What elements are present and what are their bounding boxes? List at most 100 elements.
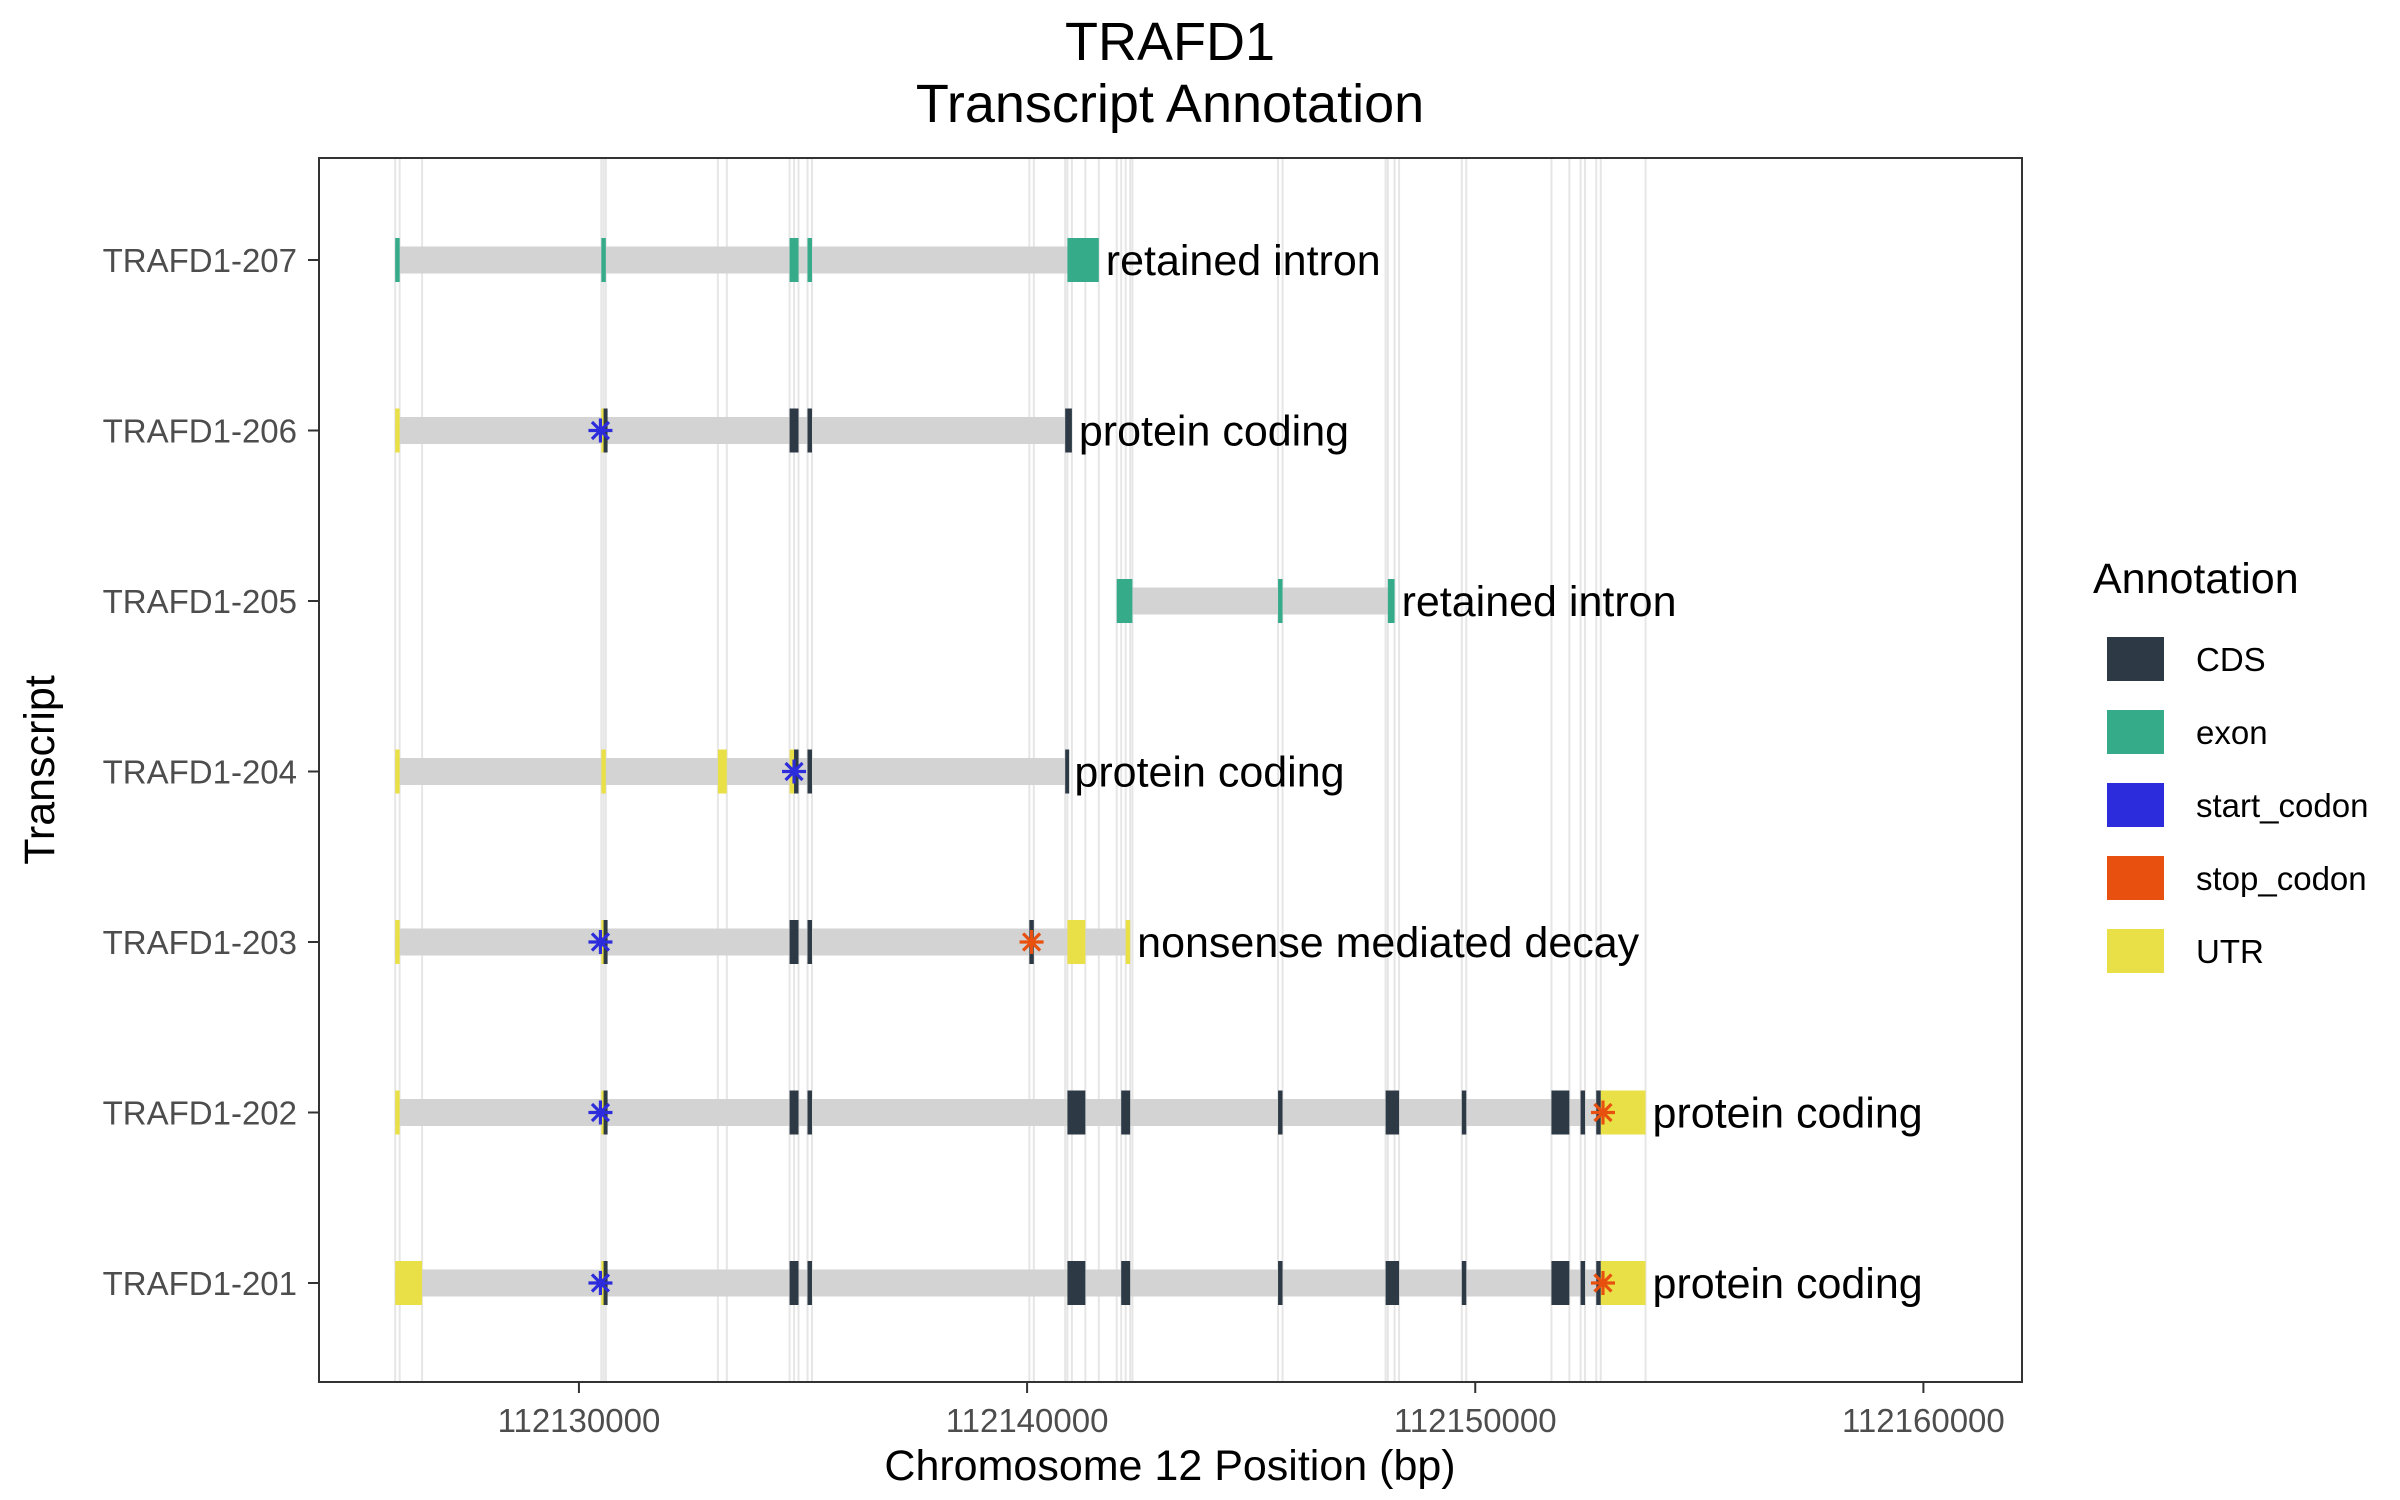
transcript-type-label: protein coding — [1653, 1090, 1923, 1138]
x-tick-label: 112150000 — [1394, 1402, 1557, 1439]
transcript-type-label: nonsense mediated decay — [1137, 919, 1640, 967]
intron-line — [395, 758, 1068, 785]
cds-block — [1278, 1261, 1283, 1305]
cds-block — [1551, 1090, 1570, 1135]
utr-block — [395, 1261, 423, 1305]
legend-key — [2107, 637, 2164, 681]
x-axis-label: Chromosome 12 Position (bp) — [884, 1442, 1455, 1490]
cds-block — [1067, 1090, 1086, 1135]
cds-block — [807, 1261, 812, 1305]
utr-block — [395, 408, 400, 453]
transcript-type-label: retained intron — [1106, 237, 1381, 285]
chart-title-line1: TRAFD1 — [1065, 12, 1275, 72]
y-tick-label: TRAFD1-203 — [103, 924, 297, 961]
exon-block — [1278, 579, 1283, 623]
cds-block — [1385, 1261, 1400, 1305]
cds-block — [1551, 1261, 1570, 1305]
exon-block — [601, 238, 606, 282]
legend: Annotation CDS exon start_codon stop_codon U… — [2093, 555, 2368, 973]
y-tick-label: TRAFD1-205 — [103, 583, 297, 620]
cds-block — [807, 408, 812, 453]
legend-title: Annotation — [2093, 555, 2299, 603]
exon-block — [1387, 579, 1395, 623]
exon-block — [1116, 579, 1133, 623]
cds-block — [1067, 1261, 1086, 1305]
exon-block — [789, 238, 799, 282]
y-tick-label: TRAFD1-202 — [103, 1095, 297, 1132]
cds-block — [789, 408, 799, 453]
cds-block — [1580, 1090, 1586, 1135]
start-codon-marker — [588, 418, 613, 443]
stop-codon-marker — [1019, 930, 1044, 954]
cds-block — [789, 1261, 799, 1305]
start-codon-marker — [588, 930, 613, 954]
transcript-track: nonsense mediated decay — [395, 919, 1640, 967]
cds-block — [807, 920, 812, 964]
cds-block — [1461, 1090, 1467, 1135]
transcript-track: retained intron — [395, 237, 1381, 285]
start-codon-marker — [588, 1271, 613, 1295]
x-tick-label: 112160000 — [1842, 1402, 2005, 1439]
utr-block — [1067, 920, 1086, 964]
legend-label: CDS — [2196, 641, 2266, 678]
transcript-type-label: protein coding — [1079, 408, 1349, 456]
transcript-tracks: retained intron protein coding retained in… — [395, 237, 1923, 1308]
utr-block — [395, 920, 400, 964]
cds-block — [1580, 1261, 1586, 1305]
y-axis-label: Transcript — [16, 675, 64, 865]
chart-title-line2: Transcript Annotation — [916, 74, 1424, 134]
intron-line — [395, 417, 1072, 444]
plot-border — [318, 157, 2023, 1383]
transcript-track: protein coding — [395, 749, 1345, 797]
cds-block — [1121, 1090, 1131, 1135]
utr-block — [1125, 920, 1131, 964]
exon-block — [1067, 238, 1099, 282]
transcript-track: retained intron — [1116, 578, 1677, 626]
cds-block — [807, 1090, 812, 1135]
legend-label: UTR — [2196, 933, 2264, 970]
legend-key — [2107, 710, 2164, 754]
cds-block — [807, 749, 812, 794]
cds-block — [1121, 1261, 1131, 1305]
stop-codon-marker — [1590, 1271, 1615, 1295]
transcript-track: protein coding — [395, 1260, 1923, 1308]
intron-line — [395, 1269, 1646, 1297]
x-tick-label: 112140000 — [946, 1402, 1109, 1439]
y-tick-label: TRAFD1-207 — [103, 242, 297, 279]
exon-block — [395, 238, 400, 282]
intron-line — [1116, 587, 1395, 615]
transcript-type-label: protein coding — [1653, 1260, 1923, 1308]
cds-block — [1065, 408, 1072, 453]
legend-label: stop_codon — [2196, 860, 2367, 897]
x-tick-label: 112130000 — [498, 1402, 661, 1439]
cds-block — [1065, 749, 1070, 794]
y-tick-label: TRAFD1-206 — [103, 413, 297, 450]
utr-block — [395, 749, 400, 794]
transcript-type-label: protein coding — [1074, 749, 1344, 797]
utr-block — [601, 749, 606, 794]
utr-block — [395, 1090, 400, 1135]
transcript-type-label: retained intron — [1402, 578, 1677, 626]
cds-block — [1278, 1090, 1283, 1135]
stop-codon-marker — [1590, 1100, 1615, 1125]
cds-block — [1385, 1090, 1400, 1135]
x-axis: 112130000 112140000 112150000 112160000 — [498, 1382, 2005, 1439]
transcript-track: protein coding — [395, 408, 1349, 456]
y-axis: TRAFD1-207 TRAFD1-206 TRAFD1-205 TRAFD1-204… — [103, 242, 319, 1302]
legend-key — [2107, 856, 2164, 900]
utr-block — [717, 749, 727, 794]
cds-block — [789, 920, 799, 964]
exon-block — [807, 238, 812, 282]
intron-line — [395, 1099, 1646, 1126]
cds-block — [789, 1090, 799, 1135]
cds-block — [1461, 1261, 1467, 1305]
legend-label: exon — [2196, 714, 2268, 751]
intron-line — [395, 246, 1099, 274]
y-tick-label: TRAFD1-204 — [103, 754, 297, 791]
start-codon-marker — [782, 759, 807, 784]
legend-key — [2107, 929, 2164, 973]
intron-line — [395, 928, 1131, 956]
legend-label: start_codon — [2196, 787, 2368, 824]
y-tick-label: TRAFD1-201 — [103, 1265, 297, 1302]
